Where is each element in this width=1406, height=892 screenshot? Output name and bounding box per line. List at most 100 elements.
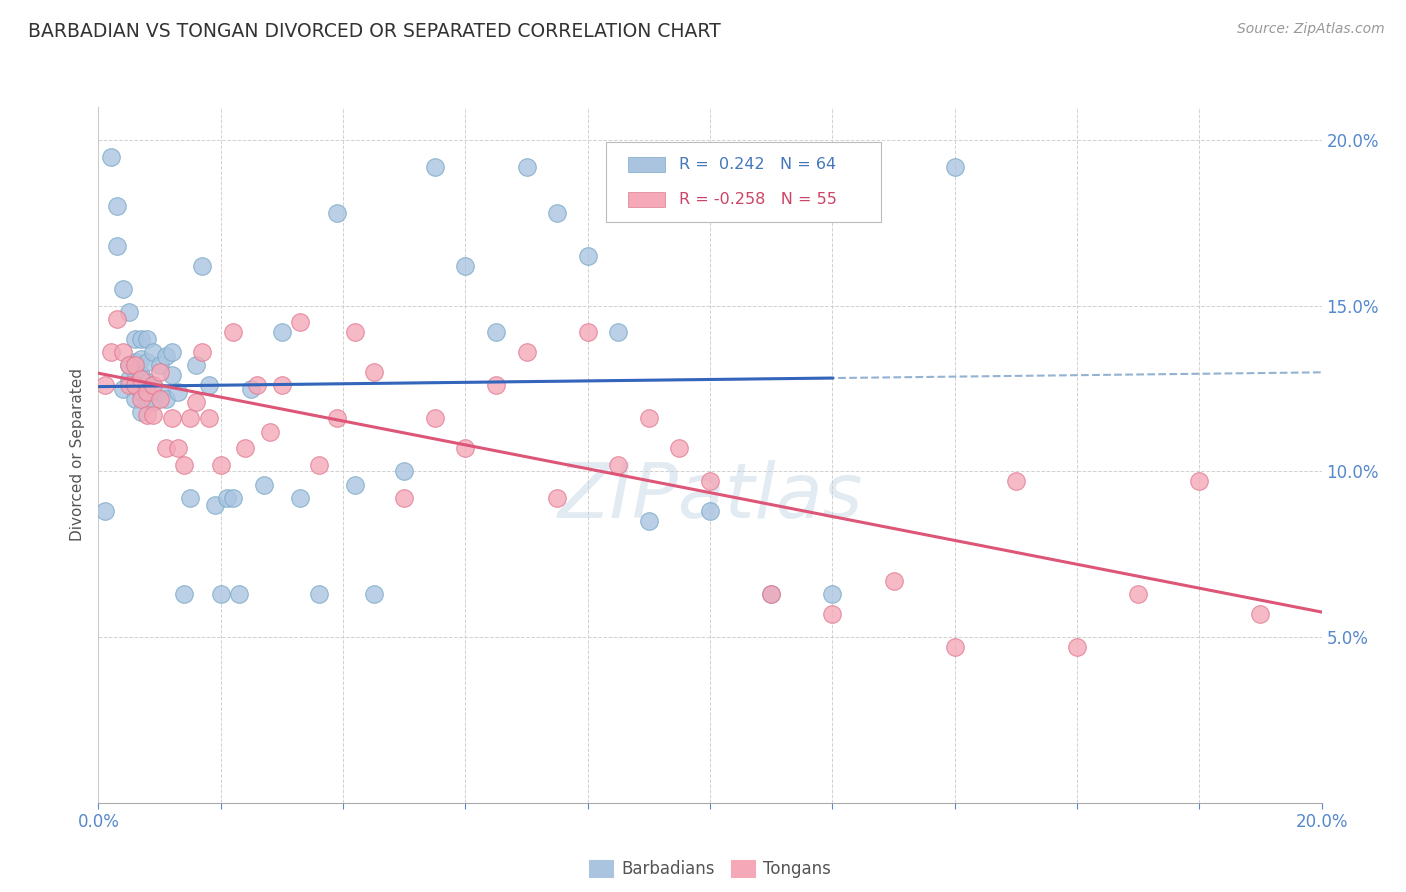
FancyBboxPatch shape (628, 192, 665, 207)
Point (215, 491, 238, 505)
Point (129, 368, 152, 383)
Point (454, 259, 477, 273)
Point (1128, 587, 1150, 601)
Point (142, 378, 165, 392)
Point (100, 150, 122, 164)
Point (173, 458, 195, 472)
Point (167, 442, 190, 456)
Point (546, 491, 568, 505)
Point (392, 465, 416, 479)
Point (423, 411, 446, 425)
Point (668, 160, 690, 174)
Point (485, 378, 508, 392)
Point (124, 332, 146, 346)
Point (637, 514, 661, 528)
Point (516, 160, 538, 174)
Point (136, 332, 159, 346)
Point (392, 491, 416, 505)
Point (118, 359, 141, 373)
Point (668, 442, 690, 456)
Text: ZIPatlas: ZIPatlas (557, 459, 863, 533)
Text: R =  0.242   N = 64: R = 0.242 N = 64 (679, 157, 837, 172)
Point (308, 458, 330, 472)
Point (179, 411, 201, 425)
Point (759, 587, 782, 601)
Text: BARBADIAN VS TONGAN DIVORCED OR SEPARATED CORRELATION CHART: BARBADIAN VS TONGAN DIVORCED OR SEPARATE… (28, 22, 721, 41)
Text: R = -0.258   N = 55: R = -0.258 N = 55 (679, 192, 838, 207)
Point (136, 392, 159, 406)
Point (142, 395, 165, 409)
Point (124, 378, 146, 392)
Point (270, 378, 292, 392)
Point (290, 315, 312, 329)
Point (186, 359, 208, 373)
Point (821, 607, 844, 621)
Point (124, 392, 146, 406)
Point (129, 384, 152, 399)
Point (111, 382, 134, 396)
Point (191, 345, 214, 359)
Point (454, 442, 477, 456)
Point (191, 259, 214, 273)
Y-axis label: Divorced or Separated: Divorced or Separated (70, 368, 86, 541)
Point (118, 359, 141, 373)
Point (344, 477, 367, 491)
Point (308, 587, 330, 601)
Point (149, 392, 172, 406)
Point (100, 345, 122, 359)
Point (129, 392, 152, 406)
Point (607, 458, 630, 472)
Point (252, 477, 274, 491)
Point (136, 408, 159, 422)
Point (326, 206, 349, 220)
Point (228, 587, 250, 601)
Point (142, 345, 165, 359)
Point (363, 587, 385, 601)
Point (118, 305, 141, 319)
Point (160, 411, 183, 425)
FancyBboxPatch shape (628, 157, 665, 172)
Point (111, 345, 134, 359)
Point (124, 355, 146, 369)
Point (423, 160, 446, 174)
Point (173, 587, 195, 601)
Point (124, 372, 146, 386)
Point (546, 206, 568, 220)
Point (259, 425, 281, 439)
Point (222, 491, 245, 505)
Point (111, 282, 134, 296)
Point (607, 326, 630, 340)
Point (129, 405, 152, 419)
Point (233, 442, 256, 456)
Point (363, 365, 385, 379)
Point (576, 326, 599, 340)
Point (136, 384, 159, 399)
Point (160, 345, 183, 359)
Point (1004, 475, 1026, 489)
Point (197, 378, 219, 392)
Point (179, 491, 201, 505)
Point (105, 199, 128, 213)
Point (149, 365, 172, 379)
Point (699, 475, 721, 489)
Point (93, 504, 115, 518)
Point (93, 378, 115, 392)
Point (105, 312, 128, 326)
Point (155, 392, 177, 406)
FancyBboxPatch shape (606, 142, 882, 222)
Legend: Barbadians, Tongans: Barbadians, Tongans (582, 854, 838, 885)
Point (240, 382, 263, 396)
Point (270, 326, 292, 340)
Point (637, 411, 661, 425)
Point (326, 411, 349, 425)
Point (118, 378, 141, 392)
Point (576, 249, 599, 263)
Point (821, 587, 844, 601)
Point (105, 239, 128, 253)
Point (142, 378, 165, 392)
Point (197, 411, 219, 425)
Point (516, 345, 538, 359)
Point (129, 372, 152, 386)
Point (759, 587, 782, 601)
Point (124, 359, 146, 373)
